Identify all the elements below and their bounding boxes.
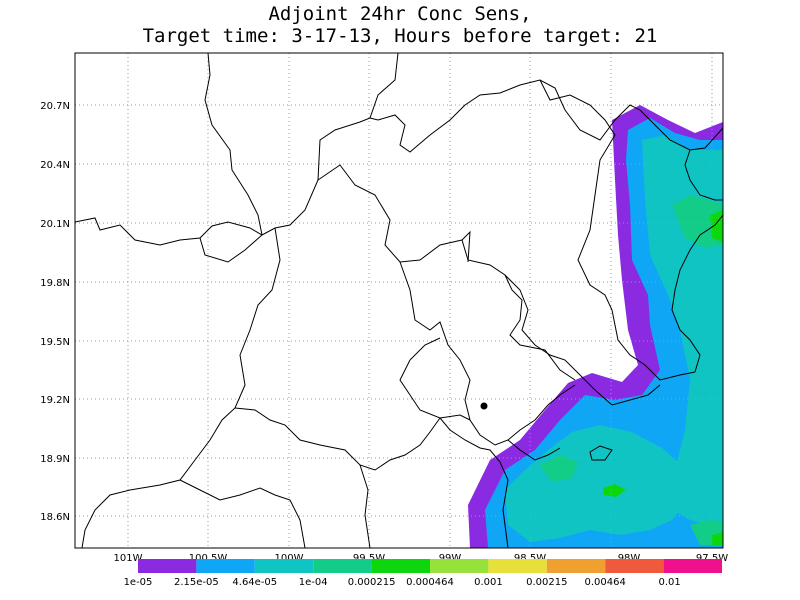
lat-label: 20.1N — [40, 219, 70, 230]
legend-swatch — [313, 559, 372, 573]
lat-label: 18.9N — [40, 454, 70, 465]
legend-swatch — [371, 559, 430, 573]
lon-label: 100W — [275, 553, 304, 564]
lon-label: 97.5W — [696, 553, 728, 564]
legend-swatch — [196, 559, 255, 573]
legend-swatch — [488, 559, 547, 573]
map-title-line-2: Target time: 3-17-13, Hours before targe… — [142, 25, 658, 47]
legend-label: 2.15e-05 — [174, 577, 219, 588]
lon-label: 101W — [114, 553, 143, 564]
map-gridlines — [75, 53, 723, 548]
legend-swatch — [663, 559, 722, 573]
lat-label: 19.5N — [40, 337, 70, 348]
legend-label: 0.000215 — [348, 577, 396, 588]
color-legend: 1e-05 2.15e-05 4.64e-05 1e-04 0.000215 0… — [124, 559, 722, 588]
lat-label: 20.4N — [40, 160, 70, 171]
state-boundaries — [75, 53, 723, 548]
legend-label: 0.00464 — [585, 577, 626, 588]
map-frame — [74, 52, 724, 549]
legend-label: 0.001 — [474, 577, 503, 588]
legend-swatch — [254, 559, 314, 573]
longitude-labels: 101W 100.5W 100W 99.5W 99W 98.5W 98W 97.… — [114, 553, 729, 564]
legend-swatch — [430, 559, 489, 573]
latitude-labels: 20.7N 20.4N 20.1N 19.8N 19.5N 19.2N 18.9… — [40, 101, 70, 523]
lat-label: 18.6N — [40, 512, 70, 523]
lon-label: 98W — [618, 553, 641, 564]
legend-label: 4.64e-05 — [232, 577, 277, 588]
lon-label: 100.5W — [189, 553, 228, 564]
legend-label: 0.01 — [658, 577, 680, 588]
legend-label: 1e-05 — [124, 577, 153, 588]
lon-label: 98.5W — [514, 553, 546, 564]
sensitivity-field — [468, 105, 723, 548]
lon-label: 99.5W — [353, 553, 385, 564]
lat-label: 20.7N — [40, 101, 70, 112]
legend-swatch — [605, 559, 664, 573]
lat-label: 19.8N — [40, 278, 70, 289]
lon-label: 99W — [439, 553, 462, 564]
legend-label: 0.00215 — [526, 577, 567, 588]
map-title-line-1: Adjoint 24hr Conc Sens, — [268, 3, 532, 25]
legend-swatch — [546, 559, 606, 573]
legend-label: 0.000464 — [406, 577, 454, 588]
legend-swatch — [138, 559, 197, 573]
target-point-marker — [480, 402, 488, 410]
legend-label: 1e-04 — [299, 577, 328, 588]
lat-label: 19.2N — [40, 395, 70, 406]
